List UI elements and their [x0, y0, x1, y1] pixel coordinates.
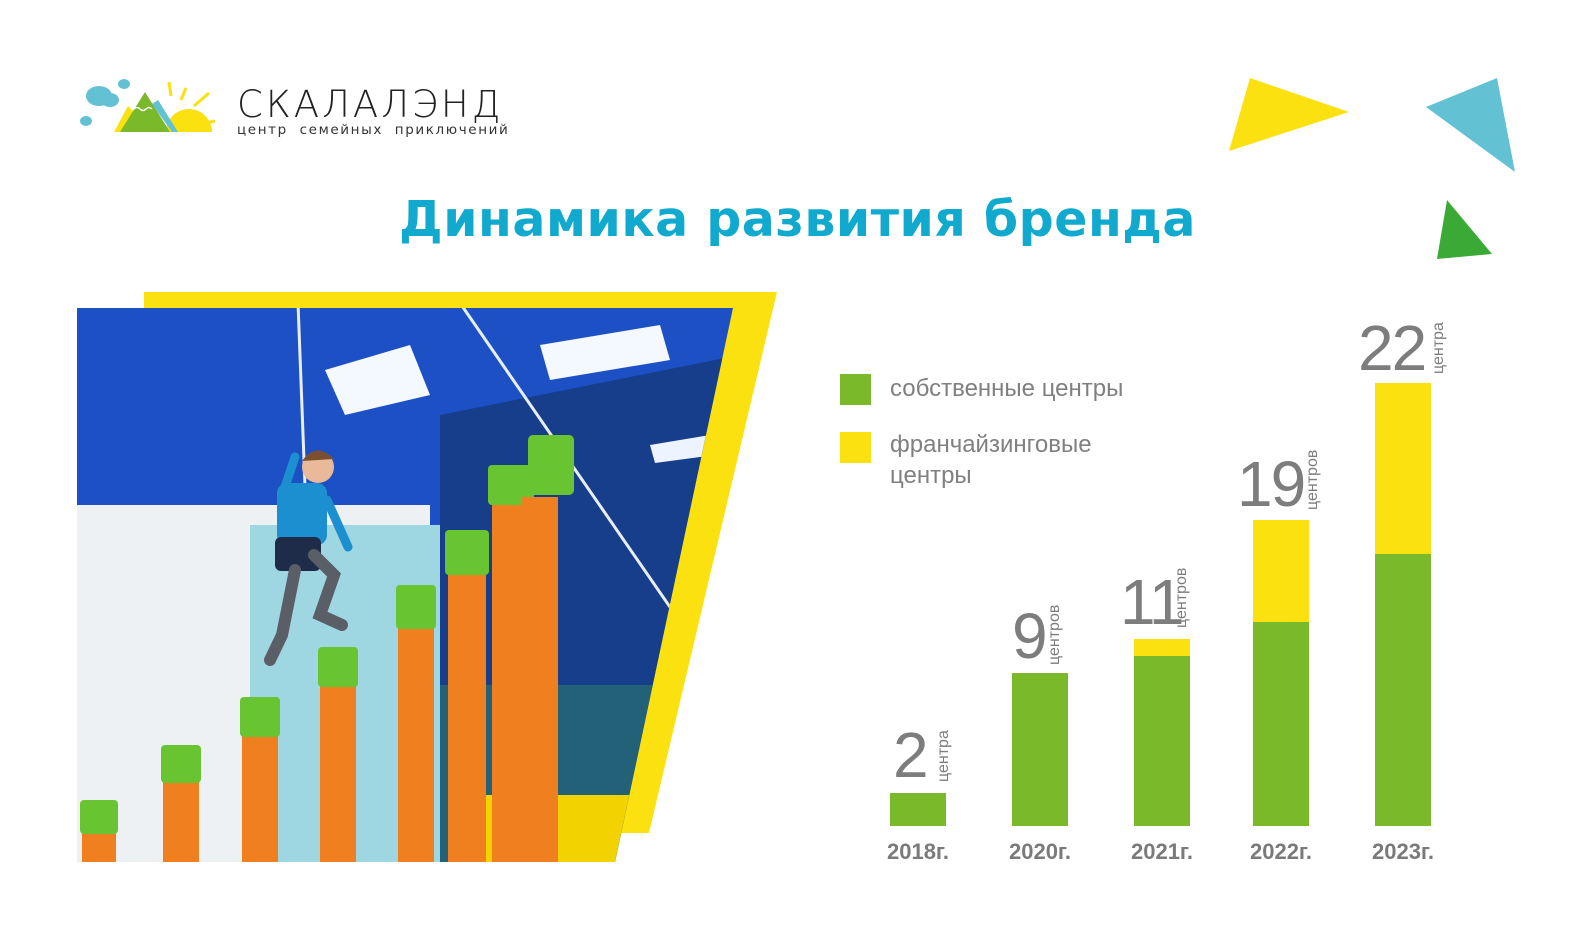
- bar-segment-own: [1134, 656, 1190, 826]
- bar-unit-label: центров: [1304, 449, 1321, 510]
- bar-unit-label: центров: [1046, 604, 1063, 665]
- x-axis-label: 2022г.: [1249, 839, 1312, 864]
- bar-total-value: 11: [1120, 566, 1184, 638]
- blue-triangle-decor: [1426, 78, 1515, 172]
- bar-segment-franchise: [1134, 639, 1190, 656]
- page-title: Динамика развития бренда: [399, 191, 1196, 248]
- bar-total-value: 2: [893, 719, 929, 791]
- bar-segment-franchise: [1253, 520, 1309, 622]
- child-figure: [264, 450, 353, 666]
- legend-swatch-yellow: [840, 432, 871, 463]
- x-axis-label: 2021г.: [1130, 839, 1193, 864]
- bar-segment-own: [890, 793, 946, 826]
- pillars: [80, 435, 574, 862]
- bar-unit-label: центра: [935, 730, 952, 782]
- decorative-triangles: [0, 0, 1595, 300]
- legend-label-franchise-line1: франчайзинговые: [890, 431, 1092, 458]
- bar-unit-label: центров: [1173, 567, 1190, 628]
- bar-segment-own: [1012, 673, 1068, 826]
- bar-total-value: 22: [1358, 312, 1427, 384]
- brand-logo: СКАЛАЛЭНД центр семейных приключений: [78, 76, 518, 140]
- bar-segment-own: [1375, 554, 1431, 826]
- x-axis-label: 2020г.: [1008, 839, 1071, 864]
- x-axis-label: 2018г.: [886, 839, 949, 864]
- bar-total-value: 9: [1012, 600, 1048, 672]
- bar-segment-franchise: [1375, 383, 1431, 554]
- legend-swatch-green: [840, 374, 871, 405]
- legend-label-own: собственные центры: [890, 375, 1124, 402]
- bar-segment-own: [1253, 622, 1309, 826]
- logo-name: СКАЛАЛЭНД: [237, 83, 504, 126]
- logo-tagline: центр семейных приключений: [237, 122, 510, 138]
- photo-block: [70, 285, 790, 875]
- climbing-photo: [77, 292, 777, 862]
- x-axis-label: 2023г.: [1371, 839, 1434, 864]
- bar-unit-label: центра: [1430, 322, 1447, 374]
- logo-mountain-sun-icon: [80, 79, 216, 132]
- legend-label-franchise-line2: центры: [890, 462, 972, 489]
- bar-total-value: 19: [1237, 448, 1306, 520]
- yellow-triangle-decor: [1229, 78, 1349, 151]
